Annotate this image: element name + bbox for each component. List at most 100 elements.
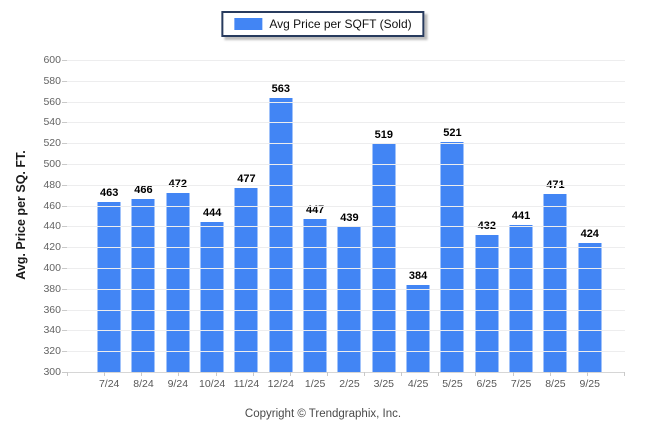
bar-value-label: 466 [134,184,153,197]
gridline [67,351,625,353]
bar-slot: 447 1/25 [298,60,332,390]
y-tick-label: 460 [43,199,61,212]
bar-slots: 463 7/24 466 8/24 472 9/24 444 10/24 477 11/24 563… [92,60,607,390]
bar-slot: 463 7/24 [92,60,126,390]
x-axis-tick [215,372,217,376]
y-axis-tick [62,164,67,166]
y-tick-label: 320 [43,345,61,358]
bar [234,187,258,372]
bar [578,243,602,372]
x-axis-tick [364,372,365,376]
x-tick-label: 2/25 [339,378,360,390]
x-tick-label: 7/25 [510,378,532,390]
x-axis-ticks [67,372,625,376]
bar-slot: 432 6/25 [470,60,504,390]
bar-value-label: 519 [374,129,393,142]
x-axis-tick [438,372,440,376]
x-axis-tick [475,372,477,376]
bar-slot: 466 8/24 [126,60,160,390]
bar-value-label: 463 [99,187,119,200]
bar [440,142,464,372]
bar-value-label: 521 [443,127,462,140]
gridline [67,80,625,82]
y-axis-tick [62,268,67,270]
y-tick-label: 420 [43,241,61,254]
bar [543,194,567,372]
y-tick-label: 400 [43,262,61,274]
x-tick-label: 5/25 [442,378,463,390]
legend-label: Avg Price per SQFT (Sold) [269,17,412,31]
bar [303,219,327,372]
plot-area: 463 7/24 466 8/24 472 9/24 444 10/24 477 11/24 563… [62,60,625,390]
bar-slot: 384 4/25 [401,60,435,390]
x-tick-label: 9/25 [579,378,600,390]
gridline [67,122,625,124]
bar [200,222,224,372]
bar-slot: 521 5/25 [435,60,469,390]
x-axis-tick [549,372,551,376]
x-axis-tick [586,372,588,376]
bar-slot: 444 10/24 [195,60,229,390]
x-tick-label: 1/25 [304,378,326,390]
x-axis-tick [401,372,403,376]
bar [269,98,293,372]
y-axis-tick [62,288,67,290]
x-axis-tick [289,372,291,376]
bar-slot: 472 9/24 [161,60,195,390]
x-tick-label: 6/25 [476,378,497,390]
bar-value-label: 384 [408,269,428,282]
y-axis-tick [62,351,67,353]
x-tick-label: 9/24 [167,378,189,390]
y-axis-tick [62,101,67,103]
bar-value-label: 563 [271,83,290,96]
gridline [67,205,625,207]
y-axis-tick [62,184,67,186]
y-axis-tick [62,372,67,373]
y-tick-label: 440 [43,220,61,233]
y-tick-label: 600 [43,54,61,66]
gridline [67,184,625,186]
gridline [67,268,625,270]
bar-value-label: 432 [478,220,496,232]
legend-swatch [234,18,263,30]
y-tick-label: 520 [43,137,61,150]
y-tick-label: 580 [43,74,61,87]
x-tick-label: 8/24 [133,378,154,390]
y-axis-tick [62,330,67,332]
bar-slot: 471 8/25 [538,60,572,390]
bar [166,193,190,372]
x-axis-tick [178,372,180,376]
y-axis-tick [62,60,67,61]
bar-value-label: 477 [237,172,256,185]
x-tick-label: 11/24 [233,378,260,390]
y-axis-tick [62,80,67,82]
x-tick-label: 3/25 [373,378,394,390]
y-tick-label: 340 [43,324,61,337]
bar-value-label: 472 [169,178,187,190]
y-tick-label: 500 [43,158,61,170]
bar-slot: 563 12/24 [264,60,298,390]
x-axis-tick [512,372,514,376]
bar [475,234,499,372]
gridline [67,288,625,290]
bar [97,202,121,372]
x-tick-label: 10/24 [199,378,226,390]
y-tick-label: 540 [43,116,61,129]
y-axis-tick [62,226,67,228]
y-tick-label: 480 [43,178,61,191]
bar-value-label: 424 [580,228,599,241]
bar [372,144,396,372]
bar-value-label: 441 [511,210,531,223]
y-axis-tick [62,122,67,124]
gridline [67,226,625,228]
x-tick-label: 12/24 [267,378,294,390]
x-tick-label: 4/25 [407,378,429,390]
gridline [67,330,625,332]
bar-slot: 519 3/25 [367,60,401,390]
x-tick-label: 7/24 [98,378,120,390]
y-axis-tick [62,247,67,249]
bar-slot: 477 11/24 [229,60,263,390]
bar [406,284,430,372]
y-axis-tick [62,205,67,207]
